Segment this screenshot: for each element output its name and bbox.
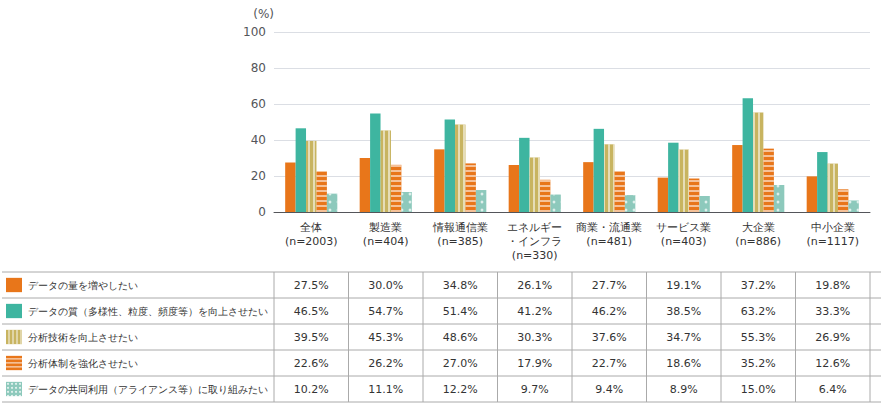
svg-text:(n=404): (n=404) xyxy=(363,235,409,248)
svg-text:63.2%: 63.2% xyxy=(741,305,776,318)
svg-text:17.9%: 17.9% xyxy=(517,357,552,370)
svg-text:30.3%: 30.3% xyxy=(517,331,552,344)
svg-text:9.7%: 9.7% xyxy=(521,383,549,396)
svg-text:・インフラ: ・インフラ xyxy=(507,235,562,248)
svg-text:大企業: 大企業 xyxy=(742,221,775,234)
svg-text:データの共同利用（アライアンス等）に取り組みたい: データの共同利用（アライアンス等）に取り組みたい xyxy=(28,384,268,395)
svg-text:19.8%: 19.8% xyxy=(815,279,850,292)
svg-text:35.2%: 35.2% xyxy=(741,357,776,370)
svg-text:(n=886): (n=886) xyxy=(735,235,781,248)
svg-text:51.4%: 51.4% xyxy=(443,305,478,318)
svg-text:データの量を増やしたい: データの量を増やしたい xyxy=(28,280,138,291)
svg-text:(n=1117): (n=1117) xyxy=(806,235,859,248)
svg-text:27.7%: 27.7% xyxy=(592,279,627,292)
svg-text:60: 60 xyxy=(251,97,266,111)
svg-text:全体: 全体 xyxy=(300,221,322,234)
svg-text:(n=385): (n=385) xyxy=(437,235,483,248)
svg-text:18.6%: 18.6% xyxy=(666,357,701,370)
svg-text:商業・流通業: 商業・流通業 xyxy=(576,221,642,234)
svg-text:26.2%: 26.2% xyxy=(368,357,403,370)
svg-text:分析技術を向上させたい: 分析技術を向上させたい xyxy=(28,332,138,343)
svg-text:41.2%: 41.2% xyxy=(517,305,552,318)
svg-text:27.0%: 27.0% xyxy=(443,357,478,370)
svg-text:9.4%: 9.4% xyxy=(595,383,623,396)
svg-text:エネルギー: エネルギー xyxy=(507,221,562,234)
svg-text:54.7%: 54.7% xyxy=(368,305,403,318)
svg-text:38.5%: 38.5% xyxy=(666,305,701,318)
svg-text:サービス業: サービス業 xyxy=(656,221,711,234)
svg-text:30.0%: 30.0% xyxy=(368,279,403,292)
svg-text:27.5%: 27.5% xyxy=(294,279,329,292)
svg-text:11.1%: 11.1% xyxy=(368,383,403,396)
svg-text:46.5%: 46.5% xyxy=(294,305,329,318)
svg-text:37.6%: 37.6% xyxy=(592,331,627,344)
svg-text:26.9%: 26.9% xyxy=(815,331,850,344)
svg-text:22.6%: 22.6% xyxy=(294,357,329,370)
svg-text:26.1%: 26.1% xyxy=(517,279,552,292)
svg-text:(n=403): (n=403) xyxy=(661,235,707,248)
svg-text:12.2%: 12.2% xyxy=(443,383,478,396)
svg-text:34.7%: 34.7% xyxy=(666,331,701,344)
svg-text:製造業: 製造業 xyxy=(369,221,402,234)
svg-text:48.6%: 48.6% xyxy=(443,331,478,344)
svg-text:データの質（多様性、粒度、頻度等）を向上させたい: データの質（多様性、粒度、頻度等）を向上させたい xyxy=(28,306,268,317)
svg-text:(n=2003): (n=2003) xyxy=(285,235,338,248)
svg-text:40: 40 xyxy=(251,133,266,147)
svg-text:55.3%: 55.3% xyxy=(741,331,776,344)
svg-text:37.2%: 37.2% xyxy=(741,279,776,292)
svg-text:(n=330): (n=330) xyxy=(512,249,558,262)
svg-text:39.5%: 39.5% xyxy=(294,331,329,344)
svg-text:0: 0 xyxy=(258,205,266,219)
svg-text:中小企業: 中小企業 xyxy=(811,221,855,234)
svg-text:情報通信業: 情報通信業 xyxy=(432,221,488,234)
svg-text:分析体制を強化させたい: 分析体制を強化させたい xyxy=(28,358,138,369)
svg-text:33.3%: 33.3% xyxy=(815,305,850,318)
svg-text:10.2%: 10.2% xyxy=(294,383,329,396)
svg-text:20: 20 xyxy=(251,169,266,183)
svg-text:34.8%: 34.8% xyxy=(443,279,478,292)
svg-text:45.3%: 45.3% xyxy=(368,331,403,344)
svg-text:19.1%: 19.1% xyxy=(666,279,701,292)
svg-text:80: 80 xyxy=(251,61,266,75)
svg-text:22.7%: 22.7% xyxy=(592,357,627,370)
svg-text:100: 100 xyxy=(243,25,266,39)
svg-text:15.0%: 15.0% xyxy=(741,383,776,396)
svg-text:6.4%: 6.4% xyxy=(819,383,847,396)
svg-text:(n=481): (n=481) xyxy=(586,235,632,248)
svg-text:12.6%: 12.6% xyxy=(815,357,850,370)
svg-text:(%): (%) xyxy=(253,7,274,21)
svg-text:8.9%: 8.9% xyxy=(670,383,698,396)
svg-text:46.2%: 46.2% xyxy=(592,305,627,318)
